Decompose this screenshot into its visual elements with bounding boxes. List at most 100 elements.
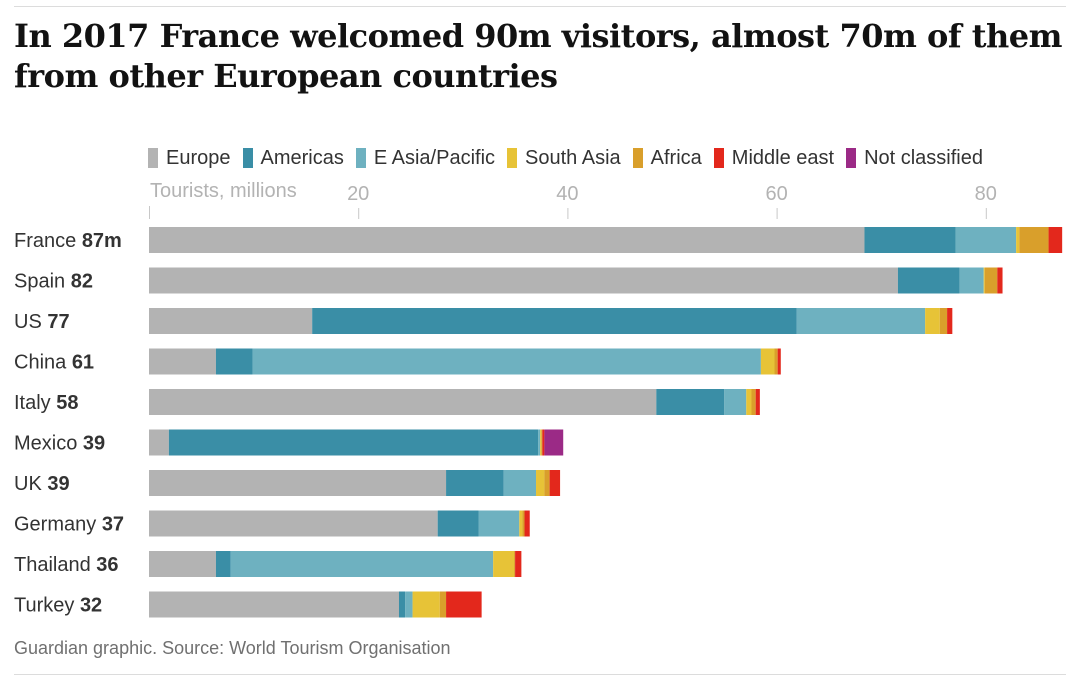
row-label-thailand: Thailand 36 — [14, 554, 119, 576]
bar-turkey-europe — [149, 591, 399, 618]
legend-item-africa: Africa — [632, 146, 702, 170]
legend-item-e-asia-pacific: E Asia/Pacific — [355, 146, 496, 170]
bar-spain-americas — [897, 267, 960, 294]
bar-italy-e-asia-pacific — [724, 389, 747, 415]
bar-us-americas — [312, 308, 797, 334]
bar-mexico-americas — [168, 429, 539, 456]
country-name: Italy — [14, 392, 56, 414]
bar-france-south-asia — [1016, 227, 1020, 253]
country-total: 36 — [96, 554, 118, 576]
bar-thailand-africa — [514, 551, 516, 577]
legend-item-middle-east: Middle east — [713, 146, 835, 170]
bar-italy-americas — [656, 389, 725, 415]
x-tick-label-60: 60 — [765, 183, 787, 205]
legend-swatch-south-asia — [507, 148, 518, 168]
country-name: UK — [14, 473, 47, 495]
row-label-france: France 87m — [14, 230, 122, 252]
x-tick-label-80: 80 — [975, 183, 997, 205]
bar-us-e-asia-pacific — [796, 308, 926, 334]
bar-turkey-africa — [439, 591, 447, 618]
legend-label-europe: Europe — [166, 146, 231, 169]
country-name: China — [14, 352, 72, 374]
bar-us-middle-east — [947, 308, 953, 334]
bar-us-south-asia — [925, 308, 940, 334]
row-label-uk: UK 39 — [14, 473, 70, 495]
bar-germany-africa — [522, 510, 525, 537]
x-axis-label: Tourists, millions — [150, 180, 297, 202]
legend-swatch-africa — [632, 148, 643, 168]
legend: Europe Americas E Asia/Pacific South Asi… — [148, 144, 983, 172]
bar-italy-africa — [751, 389, 756, 415]
bar-thailand-americas — [215, 551, 231, 577]
bar-uk-south-asia — [536, 470, 545, 496]
legend-label-not-classified: Not classified — [864, 146, 983, 169]
legend-swatch-americas — [242, 148, 253, 168]
legend-label-e-asia-pacific: E Asia/Pacific — [373, 146, 496, 169]
legend-label-middle-east: Middle east — [731, 146, 835, 169]
bar-italy-middle-east — [755, 389, 760, 415]
country-name: Thailand — [14, 554, 96, 576]
row-label-turkey: Turkey 32 — [14, 595, 102, 617]
country-total: 37 — [102, 514, 124, 536]
legend-swatch-middle-east — [713, 148, 724, 168]
bar-mexico-africa — [541, 429, 543, 456]
bar-spain-south-asia — [983, 267, 985, 294]
legend-item-not-classified: Not classified — [846, 147, 983, 170]
bar-uk-europe — [149, 470, 447, 496]
country-name: Germany — [14, 514, 102, 536]
legend-item-south-asia: South Asia — [507, 147, 621, 170]
row-label-germany: Germany 37 — [14, 514, 124, 536]
bar-thailand-middle-east — [515, 551, 522, 577]
legend-label-africa: Africa — [650, 146, 702, 169]
bar-mexico-south-asia — [540, 429, 542, 456]
bar-thailand-south-asia — [493, 551, 515, 577]
top-rule — [14, 6, 1066, 7]
country-total: 39 — [83, 433, 105, 455]
country-name: US — [14, 311, 47, 333]
bar-china-europe — [149, 348, 216, 375]
country-total: 77 — [47, 311, 69, 333]
country-total: 82 — [71, 271, 93, 293]
bar-mexico-e-asia-pacific — [538, 429, 541, 456]
legend-label-americas: Americas — [260, 146, 344, 169]
bar-uk-middle-east — [549, 470, 561, 496]
row-label-mexico: Mexico 39 — [14, 433, 105, 455]
legend-item-americas: Americas — [242, 146, 344, 170]
legend-swatch-e-asia-pacific — [355, 148, 366, 168]
country-name: Spain — [14, 271, 71, 293]
bar-turkey-e-asia-pacific — [405, 591, 413, 618]
bar-germany-e-asia-pacific — [478, 510, 520, 537]
bar-spain-africa — [984, 267, 998, 294]
row-label-china: China 61 — [14, 352, 94, 374]
bar-mexico-not-classified — [544, 429, 564, 456]
bar-turkey-middle-east — [446, 591, 482, 618]
bar-china-africa — [774, 348, 778, 375]
bar-spain-e-asia-pacific — [959, 267, 984, 294]
legend-swatch-europe — [148, 148, 158, 168]
bar-france-europe — [149, 227, 865, 253]
country-total: 61 — [72, 352, 94, 374]
legend-item-europe: Europe — [148, 147, 231, 170]
bar-turkey-americas — [398, 591, 406, 618]
bar-china-e-asia-pacific — [252, 348, 761, 375]
x-tick-label-40: 40 — [556, 183, 578, 205]
legend-swatch-not-classified — [846, 148, 857, 168]
row-label-us: US 77 — [14, 311, 70, 333]
bar-china-middle-east — [777, 348, 781, 375]
chart-title: In 2017 France welcomed 90m visitors, al… — [14, 17, 1063, 95]
bar-mexico-middle-east — [542, 429, 545, 456]
bar-germany-south-asia — [519, 510, 523, 537]
bottom-rule — [14, 674, 1066, 675]
bar-germany-americas — [437, 510, 479, 537]
source-note: Guardian graphic. Source: World Tourism … — [14, 638, 451, 658]
bar-us-europe — [149, 308, 313, 334]
bar-italy-europe — [149, 389, 657, 415]
country-total: 39 — [47, 473, 69, 495]
bar-france-africa — [1019, 227, 1049, 253]
legend-label-south-asia: South Asia — [525, 146, 621, 169]
x-tick-label-20: 20 — [347, 183, 369, 205]
bar-thailand-europe — [149, 551, 216, 577]
country-name: Turkey — [14, 595, 80, 617]
row-label-italy: Italy 58 — [14, 392, 79, 414]
bar-spain-europe — [149, 267, 898, 294]
